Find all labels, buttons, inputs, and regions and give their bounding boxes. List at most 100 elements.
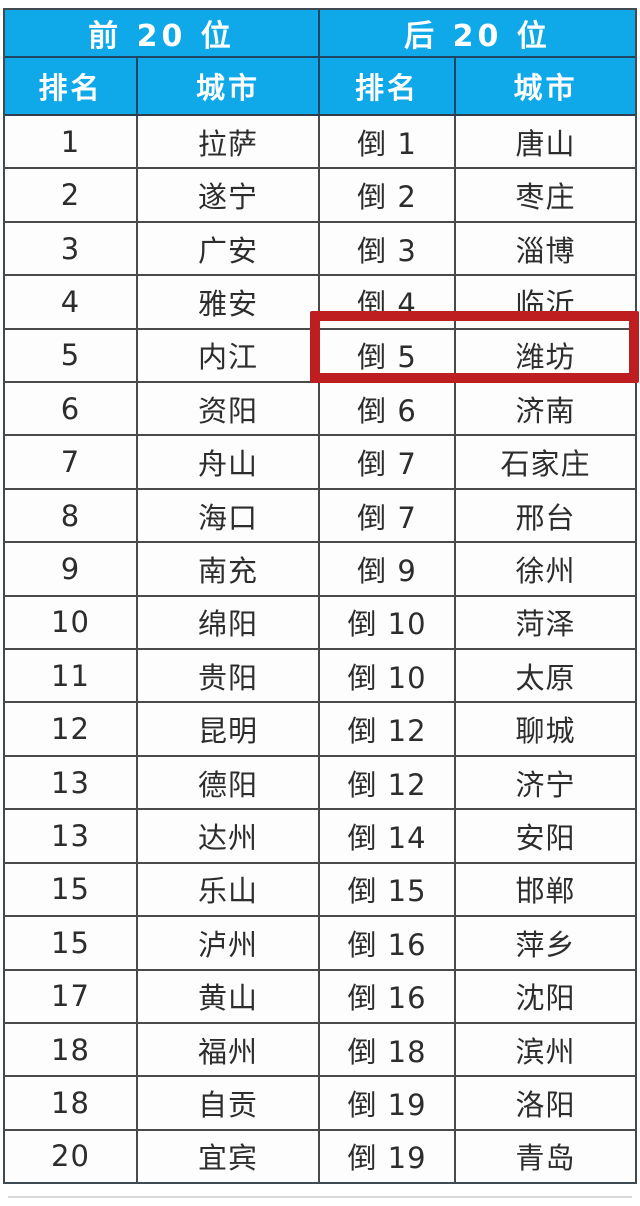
rank-cell-bottom: 倒 12 bbox=[320, 756, 456, 809]
column-header-city-bottom: 城市 bbox=[513, 71, 578, 105]
city-cell-top: 贵阳 bbox=[138, 650, 320, 702]
rank-cell-bottom: 倒 2 bbox=[320, 169, 456, 221]
rank-cell-bottom: 倒 19 bbox=[320, 1130, 456, 1183]
rank-cell-top: 1 bbox=[5, 116, 138, 168]
table-row: 13 德阳 倒 12 济宁 bbox=[5, 756, 635, 811]
rank-cell-top: 8 bbox=[5, 489, 138, 542]
table-row: 18 福州 倒 18 滨州 bbox=[5, 1023, 635, 1078]
city-cell-top: 资阳 bbox=[138, 383, 320, 435]
rank-cell-bottom: 倒 14 bbox=[320, 810, 456, 862]
rank-cell-bottom: 倒 10 bbox=[320, 596, 456, 649]
city-cell-top: 海口 bbox=[138, 489, 320, 542]
city-cell-top: 达州 bbox=[138, 810, 320, 862]
city-cell-top: 自贡 bbox=[138, 1077, 320, 1129]
city-cell-top: 昆明 bbox=[138, 703, 320, 755]
table-row: 20 宜宾 倒 19 青岛 bbox=[5, 1130, 635, 1183]
city-cell-bottom: 唐山 bbox=[515, 126, 576, 161]
city-cell-top: 广安 bbox=[138, 222, 320, 275]
city-cell-bottom: 滨州 bbox=[515, 1034, 576, 1069]
city-cell-bottom: 邯郸 bbox=[515, 874, 576, 909]
table-row: 4 雅安 倒 4 临沂 bbox=[5, 276, 635, 330]
table-row: 11 贵阳 倒 10 太原 bbox=[5, 650, 635, 704]
table-row: 3 广安 倒 3 淄博 bbox=[5, 222, 635, 277]
column-header-rank-bottom: 排名 bbox=[320, 58, 456, 114]
city-cell-top: 泸州 bbox=[138, 917, 320, 969]
rank-cell-bottom: 倒 7 bbox=[320, 489, 456, 542]
rank-cell-top: 15 bbox=[5, 863, 138, 916]
rank-cell-top: 12 bbox=[5, 703, 138, 755]
city-cell-top: 绵阳 bbox=[138, 596, 320, 649]
city-cell-bottom: 菏泽 bbox=[515, 607, 576, 642]
city-cell-bottom: 枣庄 bbox=[515, 180, 576, 215]
table-row: 18 自贡 倒 19 洛阳 bbox=[5, 1077, 635, 1131]
group-header-top20: 前 20 位 bbox=[5, 10, 320, 56]
rank-cell-bottom: 倒 7 bbox=[320, 436, 456, 488]
column-header-rank-top: 排名 bbox=[5, 58, 138, 114]
city-cell-top: 福州 bbox=[138, 1023, 320, 1076]
group-header-bottom20: 后 20 位 bbox=[404, 19, 551, 54]
rank-cell-bottom: 倒 9 bbox=[320, 543, 456, 595]
table-row: 2 遂宁 倒 2 枣庄 bbox=[5, 169, 635, 223]
rank-cell-top: 13 bbox=[5, 810, 138, 862]
rank-cell-bottom: 倒 19 bbox=[320, 1077, 456, 1129]
rank-cell-top: 5 bbox=[5, 329, 138, 382]
rank-cell-top: 17 bbox=[5, 970, 138, 1022]
rank-cell-bottom: 倒 4 bbox=[320, 276, 456, 328]
city-cell-bottom: 徐州 bbox=[515, 553, 576, 588]
rank-cell-bottom: 倒 12 bbox=[320, 703, 456, 755]
bottom-shadow-line bbox=[8, 1196, 632, 1198]
city-cell-bottom: 沈阳 bbox=[515, 981, 576, 1016]
city-cell-bottom: 青岛 bbox=[515, 1141, 576, 1176]
rank-cell-top: 3 bbox=[5, 222, 138, 275]
city-cell-bottom: 济南 bbox=[515, 393, 576, 428]
rank-cell-bottom: 倒 15 bbox=[320, 863, 456, 916]
rank-cell-top: 6 bbox=[5, 383, 138, 435]
city-cell-top: 南充 bbox=[138, 543, 320, 595]
rank-cell-bottom: 倒 18 bbox=[320, 1023, 456, 1076]
rank-cell-top: 15 bbox=[5, 917, 138, 969]
rank-cell-top: 4 bbox=[5, 276, 138, 328]
column-header-city-top: 城市 bbox=[138, 58, 320, 114]
city-cell-bottom: 临沂 bbox=[515, 286, 576, 321]
column-header-row: 排名 城市 排名 城市 bbox=[5, 58, 635, 116]
table-row: 7 舟山 倒 7 石家庄 bbox=[5, 436, 635, 490]
rank-cell-top: 9 bbox=[5, 543, 138, 595]
rank-cell-top: 18 bbox=[5, 1077, 138, 1129]
city-cell-bottom: 萍乡 bbox=[515, 927, 576, 962]
rank-cell-top: 2 bbox=[5, 169, 138, 221]
rank-cell-bottom: 倒 3 bbox=[320, 222, 456, 275]
rank-cell-top: 20 bbox=[5, 1130, 138, 1183]
rank-cell-top: 10 bbox=[5, 596, 138, 649]
table-row: 10 绵阳 倒 10 菏泽 bbox=[5, 596, 635, 651]
city-cell-bottom: 淄博 bbox=[515, 233, 576, 268]
rank-cell-bottom: 倒 10 bbox=[320, 650, 456, 702]
group-header-row: 前 20 位 后 20 位 bbox=[5, 10, 635, 58]
rank-cell-top: 18 bbox=[5, 1023, 138, 1076]
table-row: 1 拉萨 倒 1 唐山 bbox=[5, 116, 635, 170]
table-row: 6 资阳 倒 6 济南 bbox=[5, 383, 635, 437]
rank-cell-bottom: 倒 1 bbox=[320, 116, 456, 168]
rank-cell-bottom: 倒 16 bbox=[320, 970, 456, 1022]
city-cell-top: 德阳 bbox=[138, 756, 320, 809]
table-row: 9 南充 倒 9 徐州 bbox=[5, 543, 635, 597]
rank-cell-bottom: 倒 16 bbox=[320, 917, 456, 969]
table-row: 12 昆明 倒 12 聊城 bbox=[5, 703, 635, 757]
city-cell-bottom: 安阳 bbox=[515, 820, 576, 855]
table-row: 15 泸州 倒 16 萍乡 bbox=[5, 917, 635, 971]
city-cell-top: 宜宾 bbox=[138, 1130, 320, 1183]
table-body: 1 拉萨 倒 1 唐山 2 遂宁 倒 2 枣庄 3 广安 倒 3 淄博 4 雅安… bbox=[5, 116, 635, 1183]
city-cell-bottom: 济宁 bbox=[515, 767, 576, 802]
city-cell-bottom: 太原 bbox=[515, 660, 576, 695]
table-row: 13 达州 倒 14 安阳 bbox=[5, 810, 635, 864]
city-cell-top: 黄山 bbox=[138, 970, 320, 1022]
city-cell-bottom: 石家庄 bbox=[500, 447, 591, 482]
city-cell-top: 内江 bbox=[138, 329, 320, 382]
rank-cell-bottom: 倒 6 bbox=[320, 383, 456, 435]
city-cell-bottom: 聊城 bbox=[515, 714, 576, 749]
table-row: 8 海口 倒 7 邢台 bbox=[5, 489, 635, 544]
rank-cell-top: 13 bbox=[5, 756, 138, 809]
city-cell-top: 雅安 bbox=[138, 276, 320, 328]
city-cell-bottom: 洛阳 bbox=[515, 1088, 576, 1123]
table-row: 5 内江 倒 5 潍坊 bbox=[5, 329, 635, 384]
